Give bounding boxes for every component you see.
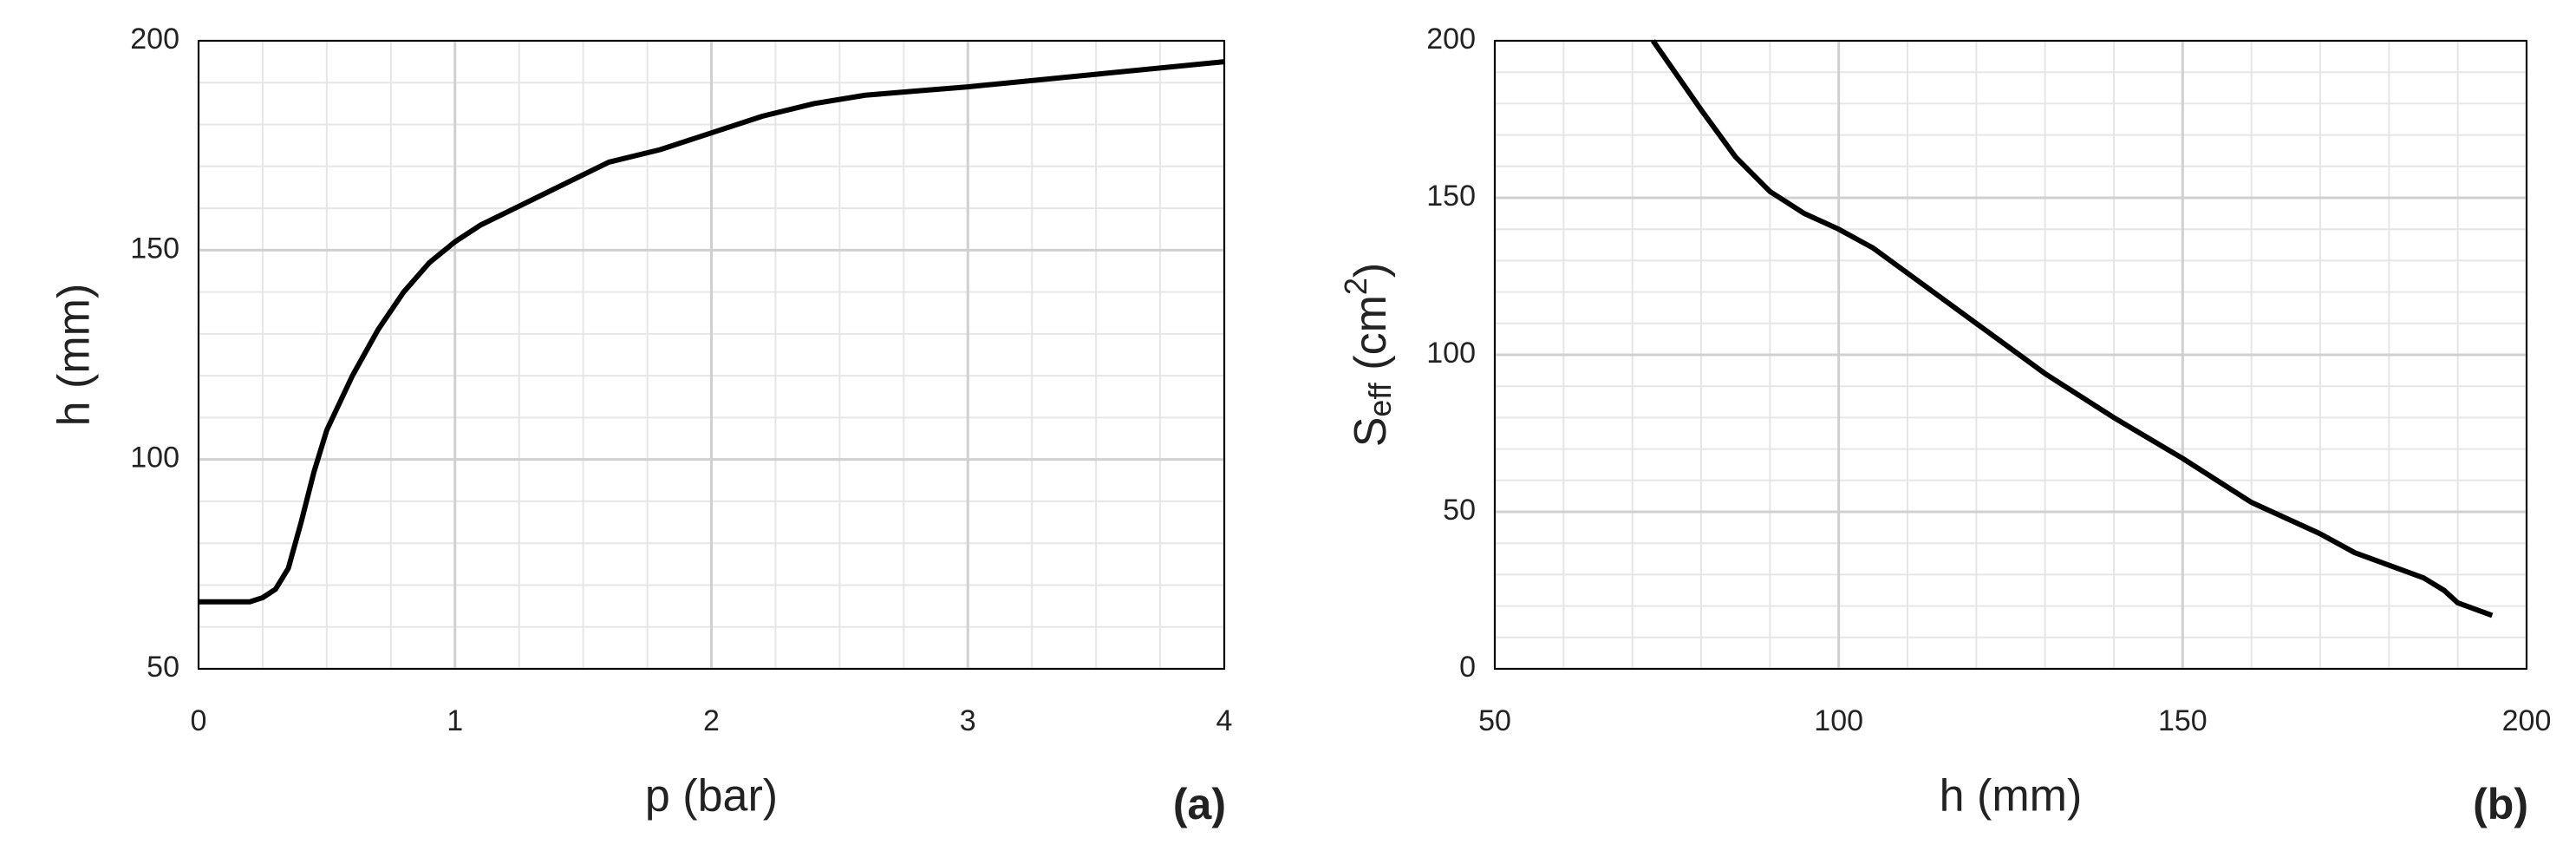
x-tick-label: 150 bbox=[2158, 704, 2208, 737]
x-tick-label: 200 bbox=[2502, 704, 2552, 737]
y-tick-label: 50 bbox=[147, 651, 179, 684]
y-tick-label: 100 bbox=[1426, 337, 1476, 370]
y-tick-label: 100 bbox=[130, 442, 179, 475]
x-tick-label: 1 bbox=[447, 704, 463, 737]
x-tick-label: 100 bbox=[1814, 704, 1863, 737]
x-axis-title: p (bar) bbox=[645, 771, 778, 822]
data-line bbox=[1651, 39, 2494, 619]
x-tick-label: 2 bbox=[703, 704, 720, 737]
y-tick-label: 200 bbox=[130, 23, 179, 56]
y-tick-label: 50 bbox=[1443, 494, 1476, 527]
data-line bbox=[199, 59, 1225, 605]
y-tick-label: 150 bbox=[130, 232, 179, 265]
y-axis-title: Seff (cm2) bbox=[1338, 263, 1398, 448]
y-tick-label: 150 bbox=[1426, 180, 1476, 213]
x-axis-title: h (mm) bbox=[1940, 771, 2083, 822]
x-tick-label: 0 bbox=[191, 704, 207, 737]
y-axis-title-part: (cm bbox=[1346, 295, 1396, 383]
y-tick-label: 0 bbox=[1459, 651, 1476, 684]
plot-frame bbox=[198, 40, 1225, 670]
y-tick-label: 200 bbox=[1426, 23, 1476, 56]
x-tick-label: 50 bbox=[1478, 704, 1511, 737]
y-axis-title-part: ) bbox=[1346, 263, 1396, 278]
y-axis-title-part: S bbox=[1346, 417, 1396, 448]
x-tick-label: 4 bbox=[1216, 704, 1233, 737]
y-axis-title: h (mm) bbox=[49, 284, 100, 427]
plot-frame bbox=[1494, 40, 2527, 670]
x-tick-label: 3 bbox=[960, 704, 976, 737]
y-axis-title-part: 2 bbox=[1338, 278, 1373, 295]
y-axis-title-part: eff bbox=[1362, 382, 1398, 416]
panel-label: (a) bbox=[1173, 780, 1226, 828]
panel-label: (b) bbox=[2473, 780, 2528, 828]
